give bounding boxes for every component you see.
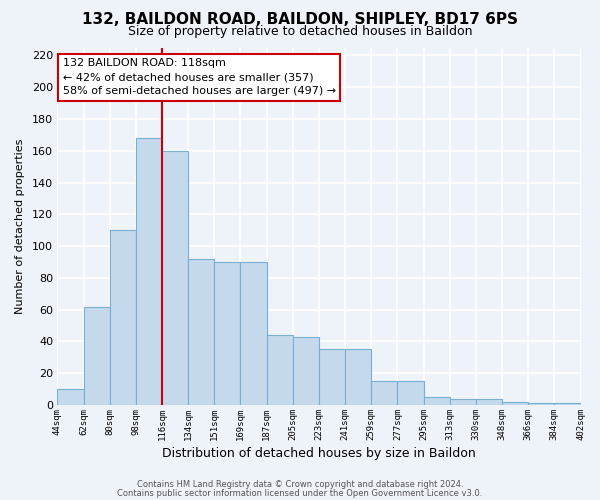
Bar bbox=[110, 230, 136, 405]
Text: Contains public sector information licensed under the Open Government Licence v3: Contains public sector information licen… bbox=[118, 488, 482, 498]
Bar bbox=[424, 397, 450, 405]
Bar bbox=[450, 398, 476, 405]
Text: Contains HM Land Registry data © Crown copyright and database right 2024.: Contains HM Land Registry data © Crown c… bbox=[137, 480, 463, 489]
Bar bbox=[58, 389, 83, 405]
Bar bbox=[214, 262, 241, 405]
Bar bbox=[83, 306, 110, 405]
Bar bbox=[266, 335, 293, 405]
Bar bbox=[345, 350, 371, 405]
Y-axis label: Number of detached properties: Number of detached properties bbox=[15, 138, 25, 314]
Text: 132 BAILDON ROAD: 118sqm
← 42% of detached houses are smaller (357)
58% of semi-: 132 BAILDON ROAD: 118sqm ← 42% of detach… bbox=[62, 58, 336, 96]
Bar bbox=[319, 350, 345, 405]
Bar bbox=[162, 151, 188, 405]
Text: 132, BAILDON ROAD, BAILDON, SHIPLEY, BD17 6PS: 132, BAILDON ROAD, BAILDON, SHIPLEY, BD1… bbox=[82, 12, 518, 28]
Bar bbox=[241, 262, 266, 405]
Bar bbox=[476, 398, 502, 405]
X-axis label: Distribution of detached houses by size in Baildon: Distribution of detached houses by size … bbox=[162, 447, 476, 460]
Bar bbox=[371, 381, 397, 405]
Bar bbox=[554, 404, 581, 405]
Bar bbox=[528, 404, 554, 405]
Bar bbox=[188, 259, 214, 405]
Bar bbox=[502, 402, 528, 405]
Bar bbox=[136, 138, 162, 405]
Text: Size of property relative to detached houses in Baildon: Size of property relative to detached ho… bbox=[128, 25, 472, 38]
Bar bbox=[293, 336, 319, 405]
Bar bbox=[397, 381, 424, 405]
